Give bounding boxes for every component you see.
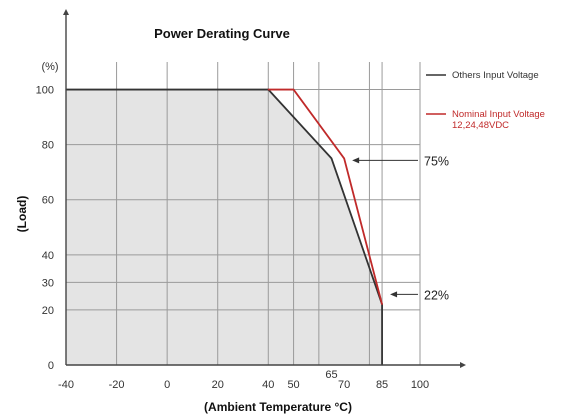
y-tick-label-0: 0 bbox=[48, 360, 54, 372]
legend-label-1: Nominal Input Voltage 12,24,48VDC bbox=[452, 109, 545, 131]
x-tick-label--40: -40 bbox=[58, 379, 74, 391]
legend-layer: Others Input Voltage Nominal Input Voltag… bbox=[426, 70, 545, 131]
y-axis-arrow bbox=[63, 9, 69, 15]
x-tick-label-20: 20 bbox=[212, 379, 224, 391]
x-tick-label--20: -20 bbox=[109, 379, 125, 391]
x-axis-label: (Ambient Temperature °C) bbox=[204, 400, 352, 414]
series-point-1-0 bbox=[267, 88, 269, 91]
series-point-1-2 bbox=[343, 157, 345, 160]
annotation-label-1: 22% bbox=[424, 288, 449, 302]
y-tick-label-100: 100 bbox=[36, 85, 54, 97]
y-tick-label-40: 40 bbox=[42, 250, 54, 262]
x-tick-label-65: 65 bbox=[325, 369, 337, 381]
y-unit-label: (%) bbox=[41, 61, 58, 73]
fill-layer bbox=[66, 89, 383, 365]
x-tick-label-50: 50 bbox=[287, 379, 299, 391]
chart-title: Power Derating Curve bbox=[154, 26, 290, 41]
annotation-arrowhead-1 bbox=[390, 291, 398, 298]
x-axis-arrow bbox=[460, 362, 466, 368]
series-point-1-3 bbox=[381, 303, 383, 305]
x-tick-label-0: 0 bbox=[164, 379, 170, 391]
y-tick-label-30: 30 bbox=[42, 277, 54, 289]
axis-layer bbox=[63, 9, 466, 368]
annotation-label-0: 75% bbox=[424, 154, 449, 168]
x-tick-label-40: 40 bbox=[262, 379, 274, 391]
y-tick-label-80: 80 bbox=[42, 140, 54, 152]
series-point-1-1 bbox=[292, 88, 295, 91]
x-tick-label-70: 70 bbox=[338, 379, 350, 391]
annotation-arrowhead-0 bbox=[352, 157, 360, 164]
legend-label-0: Others Input Voltage bbox=[452, 70, 539, 81]
y-axis-label: (Load) bbox=[15, 196, 29, 233]
series-point-0-2 bbox=[330, 157, 333, 160]
area-under-curve bbox=[66, 89, 383, 365]
annotation-layer: 75% 22% bbox=[352, 154, 449, 302]
y-tick-label-20: 20 bbox=[42, 305, 54, 317]
x-tick-label-100: 100 bbox=[411, 379, 429, 391]
y-tick-label-60: 60 bbox=[42, 195, 54, 207]
grid-layer bbox=[65, 62, 421, 365]
x-tick-label-85: 85 bbox=[376, 379, 388, 391]
series-line-1 bbox=[268, 88, 383, 305]
